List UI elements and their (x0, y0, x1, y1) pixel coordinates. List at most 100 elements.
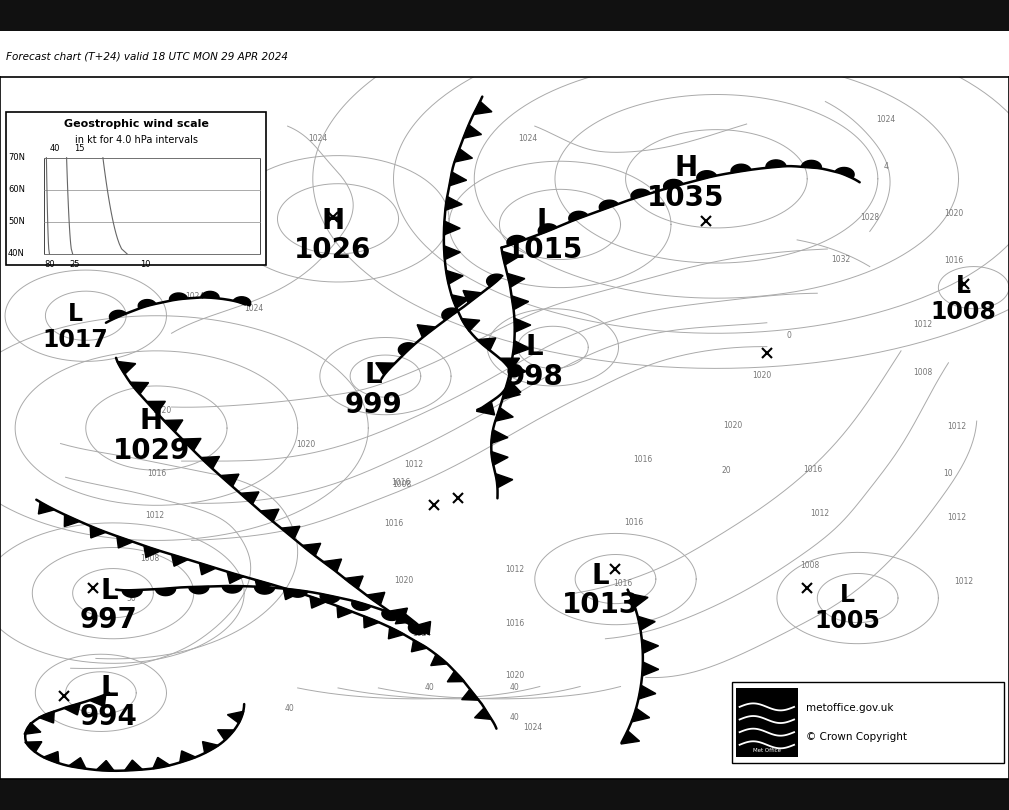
Text: metoffice.gov.uk: metoffice.gov.uk (806, 703, 894, 713)
Polygon shape (500, 358, 520, 370)
Text: 1012: 1012 (810, 509, 828, 518)
Polygon shape (182, 438, 201, 450)
Polygon shape (396, 612, 414, 624)
Text: 1024: 1024 (523, 723, 543, 732)
Polygon shape (260, 509, 278, 522)
Bar (732, 682, 1004, 763)
Text: 1012: 1012 (506, 565, 524, 574)
Text: 998: 998 (506, 363, 564, 390)
Polygon shape (218, 730, 235, 740)
Polygon shape (38, 711, 54, 723)
Text: H: H (140, 407, 162, 435)
Text: 1020: 1020 (394, 576, 414, 585)
Polygon shape (388, 627, 405, 639)
Text: L: L (100, 577, 118, 605)
Text: in kt for 4.0 hPa intervals: in kt for 4.0 hPa intervals (75, 135, 198, 145)
Polygon shape (24, 723, 40, 735)
Text: 997: 997 (80, 607, 138, 634)
Text: 1020: 1020 (151, 406, 172, 415)
Polygon shape (431, 654, 448, 666)
Polygon shape (222, 586, 242, 593)
Polygon shape (801, 160, 821, 168)
Text: 1012: 1012 (955, 577, 973, 586)
Polygon shape (117, 536, 133, 548)
Polygon shape (632, 708, 650, 722)
Polygon shape (144, 546, 160, 557)
Polygon shape (366, 592, 384, 605)
Text: 1016: 1016 (803, 465, 823, 474)
Polygon shape (90, 526, 106, 538)
Polygon shape (124, 760, 142, 770)
Polygon shape (508, 273, 525, 288)
Polygon shape (240, 492, 259, 505)
Polygon shape (227, 711, 244, 723)
Polygon shape (454, 148, 472, 162)
Bar (736, 688, 798, 757)
Text: 40: 40 (49, 144, 60, 154)
Polygon shape (731, 164, 751, 173)
Polygon shape (375, 363, 395, 375)
Polygon shape (320, 594, 340, 603)
Polygon shape (284, 588, 300, 599)
Text: 1020: 1020 (296, 441, 316, 450)
Text: 1012: 1012 (947, 513, 966, 522)
Polygon shape (501, 251, 520, 265)
Text: 1032: 1032 (830, 255, 851, 264)
Text: 1016: 1016 (633, 455, 653, 464)
Polygon shape (201, 292, 219, 298)
Text: 1016: 1016 (943, 257, 964, 266)
Text: H: H (322, 207, 344, 235)
Text: 40N: 40N (8, 249, 25, 258)
Text: 1026: 1026 (295, 237, 371, 264)
Polygon shape (109, 310, 126, 320)
Text: 1016: 1016 (383, 519, 404, 528)
Text: 80: 80 (44, 259, 54, 269)
Polygon shape (495, 474, 513, 488)
Polygon shape (352, 600, 371, 610)
Polygon shape (323, 559, 342, 572)
Polygon shape (288, 589, 308, 597)
Text: 50: 50 (126, 595, 136, 603)
Polygon shape (476, 402, 494, 415)
Polygon shape (447, 671, 464, 682)
Polygon shape (152, 757, 171, 769)
Text: 1016: 1016 (504, 619, 525, 628)
Polygon shape (502, 386, 521, 399)
Text: 1008: 1008 (139, 553, 159, 562)
Polygon shape (502, 382, 521, 394)
Polygon shape (233, 296, 250, 306)
Polygon shape (486, 274, 503, 287)
Polygon shape (155, 588, 176, 595)
Polygon shape (538, 224, 557, 234)
Polygon shape (170, 293, 188, 301)
Text: 40: 40 (510, 683, 520, 692)
Polygon shape (569, 211, 588, 222)
Text: L: L (69, 302, 83, 326)
Polygon shape (510, 363, 527, 377)
Polygon shape (449, 172, 466, 185)
Polygon shape (515, 318, 531, 332)
Polygon shape (664, 180, 683, 189)
Text: 1015: 1015 (507, 237, 583, 264)
Text: 1008: 1008 (800, 561, 820, 569)
Text: 1024: 1024 (244, 305, 264, 313)
Text: 1024: 1024 (412, 629, 432, 638)
Text: L: L (840, 583, 855, 608)
Polygon shape (64, 703, 81, 715)
Polygon shape (697, 171, 716, 180)
Text: 1020: 1020 (504, 671, 525, 680)
Polygon shape (90, 695, 106, 706)
Text: 15: 15 (75, 144, 85, 154)
Text: 40: 40 (510, 713, 520, 722)
Polygon shape (409, 622, 425, 634)
Text: 1012: 1012 (914, 320, 932, 329)
Text: 20: 20 (721, 466, 732, 475)
Text: 1028: 1028 (861, 213, 879, 222)
Polygon shape (65, 514, 80, 526)
Text: 10: 10 (943, 468, 954, 478)
Polygon shape (463, 291, 481, 303)
Polygon shape (642, 662, 659, 676)
Polygon shape (146, 401, 165, 413)
Polygon shape (638, 616, 655, 630)
Text: 1024: 1024 (308, 134, 328, 143)
